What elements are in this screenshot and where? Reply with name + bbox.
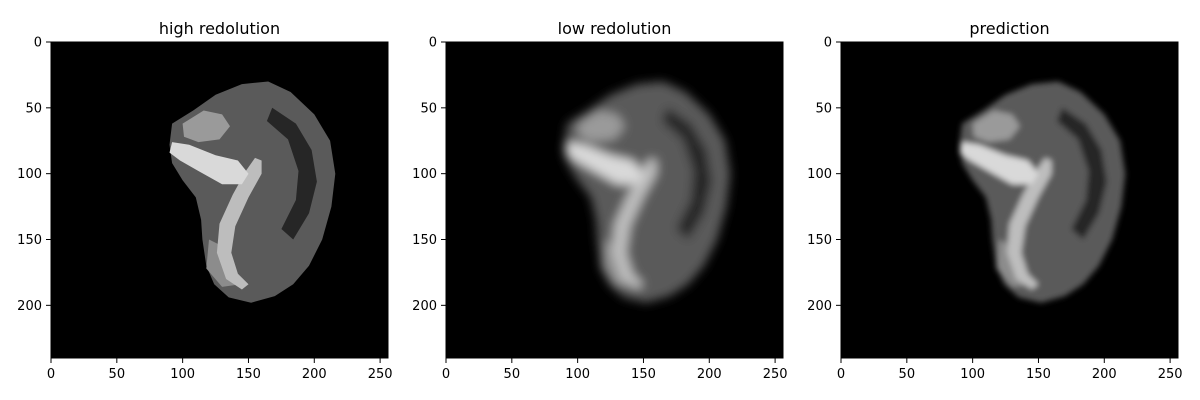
panels: high redolution 0 50 100 150 200 250 0 50 100 150 2… bbox=[17, 19, 1182, 382]
x-tick-label: 50 bbox=[899, 367, 916, 382]
x-tick-label: 150 bbox=[236, 367, 261, 382]
x-tick-label: 150 bbox=[631, 367, 656, 382]
y-tick-label: 0 bbox=[34, 36, 42, 51]
cerebellum-region bbox=[182, 110, 230, 143]
axes-frame bbox=[50, 41, 389, 359]
dark-region bbox=[661, 107, 712, 240]
x-tick-label: 100 bbox=[565, 367, 590, 382]
dark-region bbox=[1056, 107, 1107, 240]
x-tick-label: 250 bbox=[763, 367, 788, 382]
x-tick-label: 100 bbox=[170, 367, 195, 382]
panel-title: low redolution bbox=[558, 19, 672, 38]
bright-curve bbox=[611, 157, 657, 290]
x-tick-label: 200 bbox=[302, 367, 327, 382]
mri-scan-image bbox=[959, 81, 1126, 303]
y-tick-label: 150 bbox=[807, 233, 832, 248]
y-tick-label: 50 bbox=[420, 101, 437, 116]
x-tick-label: 250 bbox=[368, 367, 393, 382]
x-tick-label: 0 bbox=[47, 367, 55, 382]
y-tick-label: 50 bbox=[25, 101, 42, 116]
bright-region bbox=[959, 142, 1039, 185]
x-tick-label: 250 bbox=[1158, 367, 1183, 382]
axes-frame bbox=[840, 41, 1179, 359]
x-tick-label: 200 bbox=[697, 367, 722, 382]
panel-1: high redolution 0 50 100 150 200 250 0 50 100 150 2… bbox=[17, 19, 392, 382]
panel-title: high redolution bbox=[159, 19, 280, 38]
x-tick-label: 50 bbox=[504, 367, 521, 382]
cerebellum-region bbox=[577, 110, 625, 143]
mri-scan-image bbox=[564, 81, 731, 303]
bright-region bbox=[564, 142, 644, 185]
y-tick-label: 100 bbox=[412, 167, 437, 182]
x-tick-label: 150 bbox=[1026, 367, 1051, 382]
x-tick-label: 0 bbox=[837, 367, 845, 382]
mri-scan-image bbox=[169, 81, 336, 303]
y-tick-label: 0 bbox=[429, 36, 437, 51]
y-tick-label: 150 bbox=[17, 233, 42, 248]
y-tick-label: 50 bbox=[815, 101, 832, 116]
y-tick-label: 200 bbox=[17, 299, 42, 314]
x-tick-label: 100 bbox=[960, 367, 985, 382]
axes-frame bbox=[445, 41, 784, 359]
y-tick-label: 200 bbox=[807, 299, 832, 314]
panel-2: low redolution 0 50 100 150 200 250 0 50 100 150 20… bbox=[412, 19, 787, 382]
y-tick-label: 100 bbox=[807, 167, 832, 182]
y-tick-label: 100 bbox=[17, 167, 42, 182]
x-tick-label: 50 bbox=[109, 367, 126, 382]
bright-region bbox=[169, 142, 249, 185]
panel-title: prediction bbox=[969, 19, 1049, 38]
y-tick-label: 150 bbox=[412, 233, 437, 248]
bright-curve bbox=[216, 157, 262, 290]
y-tick-label: 200 bbox=[412, 299, 437, 314]
y-tick-label: 0 bbox=[824, 36, 832, 51]
bright-curve bbox=[1006, 157, 1052, 290]
x-tick-label: 200 bbox=[1092, 367, 1117, 382]
dark-region bbox=[266, 107, 317, 240]
panel-3: prediction 0 50 100 150 200 250 0 50 100 150 200 bbox=[807, 19, 1182, 382]
cerebellum-region bbox=[972, 110, 1020, 143]
x-tick-label: 0 bbox=[442, 367, 450, 382]
